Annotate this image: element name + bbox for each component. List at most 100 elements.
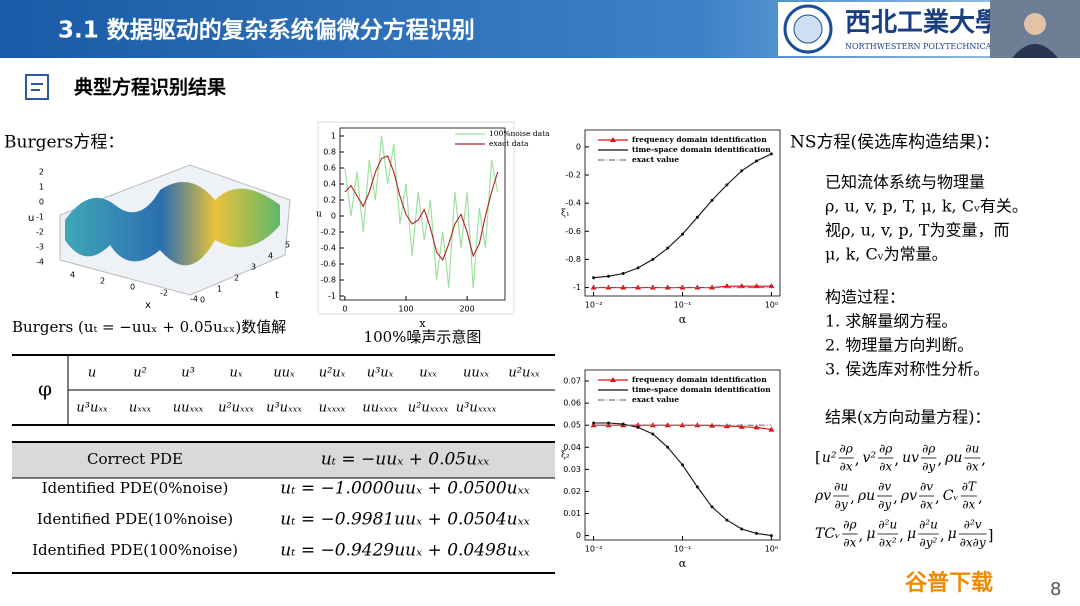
bracket: [	[815, 448, 821, 466]
term-num: ∂v	[920, 480, 933, 494]
y-tick-label: 0	[331, 212, 336, 221]
term-coef: ρv	[900, 488, 917, 504]
marker	[695, 215, 699, 219]
y-tick-label: 1	[331, 132, 336, 141]
library-term: u²uₓₓₓₓ	[408, 401, 449, 416]
marker	[606, 421, 610, 425]
separator: ,	[981, 450, 986, 468]
y-tick-label: 0.04	[563, 443, 581, 452]
marker	[755, 531, 759, 535]
term-coef: ρu	[857, 488, 875, 504]
ns-line: 1. 求解量纲方程。	[825, 312, 957, 331]
ns-line: μ, k, Cᵥ为常量。	[825, 245, 948, 264]
x-tick-label: 2	[100, 277, 105, 286]
marker	[768, 426, 775, 432]
legend-label: exact value	[632, 395, 679, 404]
y-tick-label: -0.4	[320, 244, 336, 253]
separator: ,	[859, 526, 864, 544]
axis-label: t	[275, 290, 279, 301]
ns-line: 2. 物理量方向判断。	[825, 336, 973, 355]
y-tick-label: 0.4	[323, 180, 336, 189]
library-term: u³uₓₓ	[76, 401, 108, 416]
y-tick-label: 0.8	[323, 148, 336, 157]
term-num: ∂ρ	[840, 442, 853, 456]
term-coef: u²	[822, 450, 837, 466]
section-icon	[25, 74, 49, 100]
y-tick-label: -1	[573, 283, 581, 292]
x-tick-label: 10⁰	[765, 301, 778, 310]
marker	[651, 432, 655, 436]
separator: ,	[935, 488, 940, 506]
separator: ,	[978, 488, 983, 506]
marker	[681, 463, 684, 467]
marker	[723, 283, 730, 289]
marker	[621, 271, 625, 275]
x-tick-label: 4	[70, 271, 75, 280]
t-tick-label: 1	[217, 285, 222, 294]
pde-equation: uₜ = −0.9981uuₓ + 0.0504uₓₓ	[280, 510, 529, 530]
marker	[753, 424, 760, 430]
y-tick-label: -0.8	[565, 255, 581, 264]
marker	[666, 246, 670, 250]
y-tick-label: -0.2	[565, 171, 581, 180]
library-term: uuₓₓ	[463, 366, 489, 381]
pde-label: Identified PDE(10%noise)	[37, 510, 233, 528]
legend-label: exact data	[489, 139, 529, 148]
library-term: u	[88, 366, 96, 381]
section-title: 典型方程识别结果	[74, 76, 226, 99]
term-den: ∂x	[966, 460, 979, 474]
series-line	[593, 153, 772, 279]
y-axis-label: ξ₂	[561, 451, 570, 461]
burgers-caption: Burgers (uₜ = −uuₓ + 0.05uₓₓ)数值解	[12, 318, 287, 336]
library-term: uₓ	[230, 366, 243, 381]
library-term: u³uₓₓₓ	[266, 401, 302, 416]
term-den: ∂y	[878, 498, 891, 512]
term-den: ∂x	[962, 498, 975, 512]
marker	[769, 534, 773, 538]
axis-label: u	[28, 213, 34, 224]
caption-box: Burgers (uₜ = −uuₓ + 0.05uₓₓ)数值解	[12, 318, 287, 336]
series-line	[344, 155, 499, 262]
series-line	[344, 135, 499, 289]
y-tick-label: 0.05	[563, 421, 581, 430]
marker	[755, 159, 759, 163]
marker	[681, 232, 684, 236]
y-tick-label: 0.2	[323, 196, 336, 205]
y-tick-label: -0.2	[320, 228, 336, 237]
page-number: 8	[1050, 579, 1061, 600]
t-tick-label: 0	[200, 296, 205, 305]
library-term: u³	[181, 366, 195, 381]
z-tick-label: -1	[36, 213, 44, 222]
term-den: ∂x	[879, 460, 892, 474]
term-coef: μ	[948, 526, 957, 542]
z-tick-label: -3	[36, 243, 44, 252]
library-term: u²	[133, 366, 147, 381]
y-tick-label: -0.6	[565, 227, 581, 236]
term-den: ∂x	[840, 460, 853, 474]
term-coef: Cᵥ	[943, 488, 959, 504]
separator: ,	[899, 526, 904, 544]
t-tick-label: 3	[251, 263, 256, 272]
library-term: uₓₓ	[419, 366, 437, 381]
y-tick-label: 0.06	[563, 399, 581, 408]
chart-caption: 100%噪声示意图	[364, 328, 482, 346]
t-tick-label: 2	[234, 274, 239, 283]
ns-line: ρ, u, v, p, T, μ, k, Cᵥ有关。	[825, 197, 1028, 216]
term-num: ∂u	[834, 480, 848, 494]
library-term: uuₓₓₓ	[173, 401, 204, 416]
slide-title: 3.1 数据驱动的复杂系统偏微分方程识别	[58, 17, 475, 44]
marker	[651, 257, 655, 261]
plot-frame	[584, 129, 781, 297]
marker	[695, 485, 699, 489]
marker	[740, 169, 744, 173]
separator: ,	[855, 450, 860, 468]
surface-plot	[59, 164, 291, 296]
x-tick-label: 10⁻¹	[674, 301, 692, 310]
x-tick-label: 200	[459, 305, 474, 314]
marker	[710, 505, 714, 509]
library-term: uuₓ	[273, 366, 295, 381]
x-tick-label: 10⁰	[765, 545, 778, 554]
y-tick-label: -0.6	[320, 260, 336, 269]
surface	[65, 182, 280, 266]
term-num: ∂ρ	[879, 442, 892, 456]
